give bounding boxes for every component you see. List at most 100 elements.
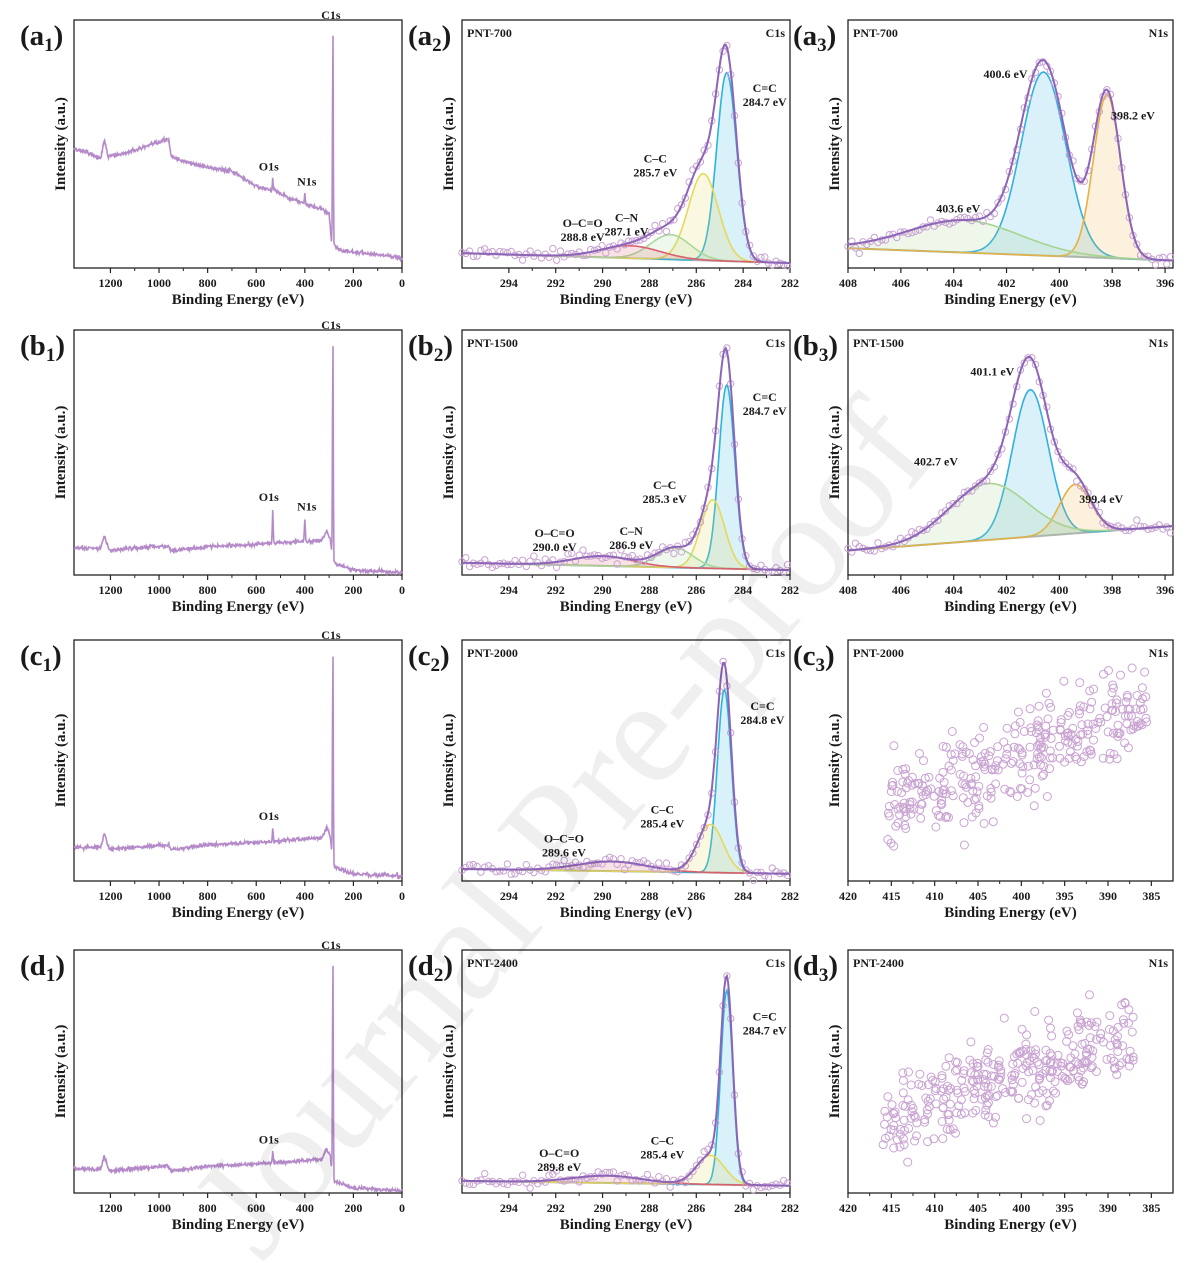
- sample-label: PNT-2000: [853, 646, 904, 660]
- data-point: [979, 477, 987, 485]
- data-point: [1012, 1049, 1022, 1059]
- data-point: [1065, 747, 1075, 757]
- data-point: [938, 789, 948, 799]
- data-point: [884, 801, 894, 811]
- data-point: [1115, 728, 1125, 738]
- data-point: [477, 1176, 485, 1184]
- data-point: [1088, 719, 1098, 729]
- data-point: [892, 787, 902, 796]
- peak-label: N1s: [297, 175, 317, 189]
- data-point: [1132, 691, 1142, 700]
- data-point: [1023, 788, 1033, 797]
- data-point: [1030, 1098, 1040, 1108]
- axes-frame: [73, 19, 403, 269]
- panel-label-subscript: 3: [819, 345, 829, 366]
- data-point: [1041, 1065, 1051, 1075]
- x-tick-label: 800: [199, 889, 217, 903]
- data-point: [937, 1117, 947, 1126]
- data-point: [749, 876, 758, 884]
- data-point: [941, 789, 951, 799]
- data-point: [1086, 1063, 1096, 1073]
- data-point: [499, 867, 508, 875]
- x-axis-label: Binding Energy (eV): [172, 599, 305, 615]
- data-point: [621, 553, 629, 561]
- data-point: [925, 1094, 935, 1104]
- component-fill: [462, 72, 790, 263]
- data-point: [1151, 261, 1160, 269]
- panel-label-part: (: [408, 20, 418, 52]
- x-tick-label: 415: [882, 889, 900, 903]
- x-tick-label: 286: [687, 889, 705, 903]
- component-fill: [462, 245, 790, 263]
- sample-label: PNT-1500: [467, 336, 518, 350]
- panel-label: (b3): [793, 330, 838, 366]
- data-point: [959, 1069, 969, 1079]
- component-label: C–C 285.4 eV: [640, 803, 684, 831]
- data-point: [655, 548, 663, 557]
- data-point: [503, 860, 512, 868]
- x-tick-label: 0: [399, 1201, 405, 1215]
- panel-label: (c2): [408, 640, 450, 676]
- data-point: [1141, 713, 1151, 723]
- data-point: [938, 1134, 948, 1144]
- peak-label: C1s: [321, 318, 341, 332]
- data-point: [959, 840, 969, 850]
- x-tick-label: 398: [1103, 276, 1121, 290]
- data-point: [958, 793, 968, 803]
- data-point: [1075, 678, 1085, 688]
- data-point: [905, 804, 915, 813]
- data-point: [1060, 731, 1070, 741]
- data-point: [481, 245, 489, 253]
- data-point: [1166, 529, 1175, 537]
- data-point: [518, 256, 527, 264]
- data-point: [929, 1134, 939, 1144]
- data-point: [1113, 720, 1123, 730]
- component-label: 400.6 eV: [984, 67, 1028, 81]
- component-label-line: 284.8 eV: [740, 713, 784, 727]
- data-point: [670, 549, 678, 558]
- x-tick-label: 0: [399, 583, 405, 597]
- data-point: [1025, 775, 1035, 785]
- data-point: [930, 517, 938, 526]
- data-point: [1034, 701, 1044, 711]
- data-point: [484, 248, 493, 257]
- panel-label-part: ): [54, 20, 64, 52]
- panel-label: (a1): [20, 20, 63, 56]
- data-point: [1034, 752, 1044, 762]
- data-point: [1112, 728, 1122, 738]
- data-point: [1030, 1049, 1040, 1059]
- x-tick-label: 290: [594, 1201, 612, 1215]
- data-point: [522, 1179, 530, 1187]
- data-point: [1022, 1030, 1032, 1040]
- panel-label-part: ): [55, 330, 65, 362]
- data-point: [982, 1091, 992, 1101]
- data-point: [904, 1067, 913, 1077]
- component-label-line: C=C: [750, 699, 774, 713]
- data-point: [1041, 688, 1051, 698]
- data-point: [946, 750, 956, 760]
- data-point: [772, 257, 780, 265]
- data-point: [972, 787, 982, 797]
- data-point: [1144, 525, 1152, 533]
- data-point: [1137, 720, 1147, 730]
- data-point: [552, 256, 561, 264]
- data-point: [469, 860, 478, 869]
- data-point: [1044, 1015, 1054, 1025]
- data-point: [978, 1074, 988, 1084]
- data-point: [981, 1093, 990, 1103]
- y-axis-label: Intensity (a.u.): [441, 406, 457, 500]
- data-point: [1037, 771, 1047, 781]
- data-point: [994, 199, 1002, 207]
- data-point: [946, 1084, 956, 1093]
- data-point: [643, 1170, 652, 1179]
- data-point: [1103, 86, 1111, 94]
- data-point: [941, 1061, 951, 1071]
- panel-label-part: (: [20, 640, 30, 672]
- data-point: [1041, 1101, 1051, 1111]
- data-point: [1015, 717, 1025, 727]
- data-point: [590, 551, 599, 559]
- data-point: [1031, 1082, 1041, 1092]
- data-point: [892, 1135, 902, 1145]
- data-point: [923, 1137, 933, 1147]
